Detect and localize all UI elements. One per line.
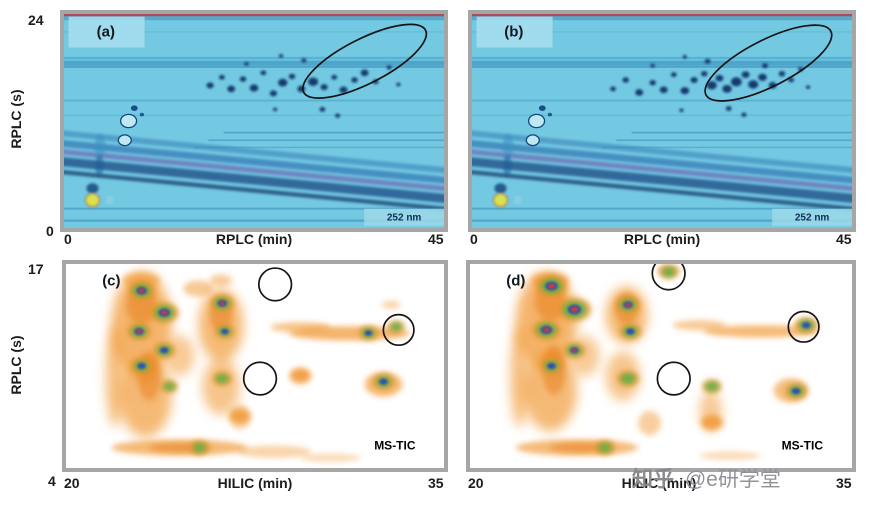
top-y-axis-label: RPLC (s) — [8, 89, 24, 149]
panel-d-x-min-tick: 20 — [468, 475, 484, 491]
panel-b-x-min-tick: 0 — [470, 231, 478, 247]
panel-a: (a) 252 nm — [60, 10, 448, 232]
bottom-y-axis-label: RPLC (s) — [8, 335, 24, 395]
panel-b: (b) 252 nm — [468, 10, 856, 232]
svg-text:(a): (a) — [97, 23, 115, 40]
svg-text:252 nm: 252 nm — [387, 213, 422, 224]
panel-b-x-max-tick: 45 — [836, 231, 852, 247]
svg-text:MS-TIC: MS-TIC — [374, 439, 416, 453]
bottom-y-max-tick: 17 — [28, 261, 44, 277]
top-y-max-tick: 24 — [28, 12, 44, 28]
panel-a-x-min-tick: 0 — [64, 231, 72, 247]
watermark-brand: 知乎 — [632, 468, 674, 491]
top-y-min-tick: 0 — [46, 223, 54, 239]
svg-text:(c): (c) — [102, 272, 120, 289]
svg-text:(b): (b) — [504, 23, 523, 40]
panel-c: (c) MS-TIC — [62, 260, 448, 472]
panel-d-plot: (d) MS-TIC — [506, 264, 824, 460]
panel-b-x-axis-label: RPLC (min) — [623, 231, 701, 247]
svg-text:(d): (d) — [506, 272, 525, 289]
panel-c-x-max-tick: 35 — [428, 475, 444, 491]
svg-text:MS-TIC: MS-TIC — [782, 439, 824, 453]
panel-c-x-axis-label: HILIC (min) — [217, 475, 293, 491]
panel-d-x-max-tick: 35 — [836, 475, 852, 491]
watermark-handle: @e研学堂 — [684, 468, 781, 491]
watermark: 知乎 @e研学堂 — [632, 463, 781, 493]
panel-c-x-min-tick: 20 — [64, 475, 80, 491]
bottom-y-min-tick: 4 — [48, 473, 56, 489]
panel-d: (d) MS-TIC — [466, 260, 856, 472]
panel-a-x-axis-label: RPLC (min) — [215, 231, 293, 247]
panel-a-plot: (a) 252 nm — [64, 14, 444, 228]
panel-a-x-max-tick: 45 — [428, 231, 444, 247]
panel-b-plot: (b) 252 nm — [472, 14, 852, 228]
svg-text:252 nm: 252 nm — [795, 213, 830, 224]
panel-c-plot: (c) MS-TIC — [102, 267, 416, 462]
panel-d-x-axis-label: HILIC (min) — [621, 475, 697, 491]
